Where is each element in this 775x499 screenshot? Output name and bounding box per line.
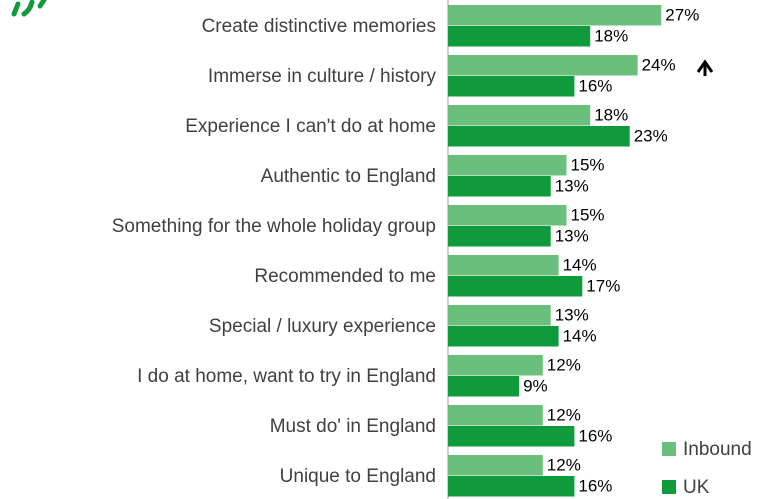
- bar: [448, 405, 543, 426]
- decoration: [11, 0, 47, 17]
- bar: [448, 455, 543, 476]
- value-label: 16%: [578, 77, 612, 96]
- value-label: 12%: [547, 356, 581, 375]
- bar: [448, 55, 638, 76]
- value-label: 18%: [594, 27, 628, 46]
- bar: [448, 226, 551, 247]
- category-label: Recommended to me: [254, 266, 436, 287]
- value-label: 14%: [563, 327, 597, 346]
- bar: [448, 305, 551, 326]
- category-label: Something for the whole holiday group: [112, 216, 436, 237]
- category-label: Experience I can't do at home: [185, 116, 436, 137]
- legend-swatch: [662, 480, 676, 494]
- legend-label: UK: [683, 477, 710, 498]
- bar: [448, 355, 543, 376]
- value-label: 12%: [547, 406, 581, 425]
- value-label: 9%: [523, 377, 548, 396]
- value-label: 23%: [634, 127, 668, 146]
- legend-label: Inbound: [683, 439, 752, 460]
- value-label: 13%: [555, 306, 589, 325]
- category-label: Immerse in culture / history: [208, 66, 437, 87]
- bar: [448, 426, 575, 447]
- category-label: I do at home, want to try in England: [137, 366, 436, 387]
- legend-swatch: [662, 442, 676, 456]
- value-label: 27%: [665, 6, 699, 25]
- value-label: 18%: [594, 106, 628, 125]
- category-label: Unique to England: [280, 466, 436, 487]
- category-label: Authentic to England: [261, 166, 436, 187]
- value-label: 13%: [555, 177, 589, 196]
- bar: [448, 255, 559, 276]
- bar: [448, 26, 591, 47]
- value-label: 12%: [547, 456, 581, 475]
- bar: [448, 105, 591, 126]
- category-label: Must do' in England: [270, 416, 436, 437]
- value-label: 15%: [571, 156, 605, 175]
- bar: [448, 205, 567, 226]
- increase-arrow: [696, 59, 714, 76]
- bar: [448, 176, 551, 197]
- bar: [448, 155, 567, 176]
- bar: [448, 376, 520, 397]
- value-label: 24%: [642, 56, 676, 75]
- bar: [448, 476, 575, 497]
- value-label: 14%: [563, 256, 597, 275]
- category-label: Special / luxury experience: [209, 316, 436, 337]
- bar: [448, 76, 575, 97]
- category-label: Create distinctive memories: [202, 16, 436, 37]
- value-label: 16%: [578, 477, 612, 496]
- bar: [448, 276, 583, 297]
- value-label: 13%: [555, 227, 589, 246]
- bar: [448, 5, 662, 26]
- value-label: 16%: [578, 427, 612, 446]
- value-label: 15%: [571, 206, 605, 225]
- value-label: 17%: [586, 277, 620, 296]
- bar: [448, 126, 630, 147]
- bar: [448, 326, 559, 347]
